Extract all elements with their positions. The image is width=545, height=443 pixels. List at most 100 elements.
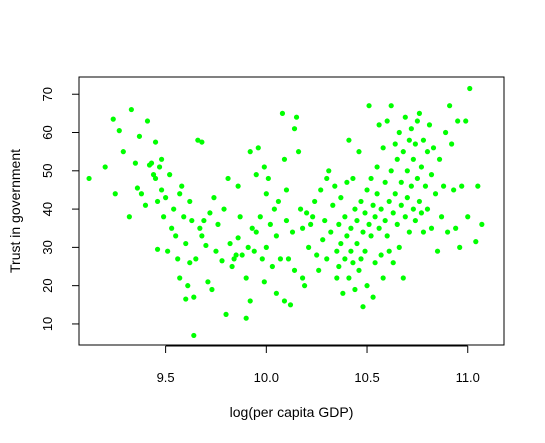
y-tick-label: 70 (40, 87, 55, 101)
x-tick-label: 10.5 (354, 370, 379, 385)
data-point (400, 149, 406, 155)
data-point (213, 248, 219, 254)
data-point (263, 191, 269, 197)
y-tick-label: 50 (40, 164, 55, 178)
data-point (406, 229, 412, 235)
data-point (442, 129, 449, 136)
data-point (193, 256, 199, 262)
data-point (185, 283, 191, 289)
x-axis: 9.5 10.0 10.5 11.0 (157, 345, 480, 385)
data-point (158, 156, 165, 162)
data-point (285, 256, 292, 262)
data-point (412, 217, 418, 224)
data-point (136, 133, 143, 139)
data-point (301, 283, 308, 289)
data-point (445, 229, 451, 235)
data-point (332, 183, 338, 189)
data-point (261, 164, 267, 170)
data-point (330, 202, 336, 208)
data-point (279, 110, 286, 116)
data-point (457, 244, 463, 250)
y-tick-label: 10 (40, 317, 55, 331)
data-point (342, 214, 348, 220)
data-point (475, 183, 481, 189)
data-point (451, 187, 457, 193)
data-point (390, 260, 396, 266)
data-point (432, 191, 439, 197)
data-point (378, 252, 384, 258)
data-point (239, 252, 245, 258)
data-point (219, 258, 225, 264)
data-point (422, 183, 429, 189)
data-point (211, 195, 217, 201)
data-point (418, 210, 425, 216)
data-point (187, 198, 193, 205)
data-point (110, 116, 116, 122)
data-point (368, 175, 374, 182)
data-point (175, 256, 181, 262)
y-axis-title: Trust in government (7, 149, 23, 273)
data-point (243, 275, 249, 281)
data-point (376, 122, 382, 128)
y-axis: 10 20 30 40 50 60 70 (40, 87, 80, 331)
data-point (366, 103, 372, 109)
data-point (390, 210, 396, 216)
data-point (205, 279, 211, 285)
data-point (265, 175, 271, 182)
data-point (402, 214, 408, 220)
data-point (281, 298, 288, 304)
data-point (426, 122, 433, 128)
data-point (318, 187, 324, 193)
data-point (374, 191, 380, 197)
data-point (364, 187, 370, 193)
data-point (134, 185, 141, 191)
data-point (163, 195, 169, 201)
data-point (259, 256, 265, 262)
data-point (380, 145, 386, 151)
data-point (380, 275, 386, 281)
data-point (384, 118, 390, 124)
data-point (291, 267, 298, 273)
data-point (348, 225, 354, 231)
data-point (324, 256, 330, 262)
data-point (271, 206, 277, 212)
data-point (354, 240, 360, 247)
data-point (412, 141, 418, 147)
data-point (181, 214, 187, 220)
data-point (102, 164, 108, 170)
data-point (334, 248, 340, 254)
data-point (112, 191, 118, 197)
data-point (348, 248, 354, 254)
data-point (267, 221, 273, 227)
data-point (144, 118, 151, 124)
data-point (273, 233, 279, 239)
data-point (410, 156, 416, 162)
data-point (382, 179, 388, 185)
data-point (289, 229, 296, 235)
data-point (247, 298, 253, 304)
data-point (177, 275, 183, 281)
data-point (392, 141, 398, 147)
data-point (187, 260, 193, 266)
data-point (382, 217, 388, 224)
data-point (86, 175, 92, 182)
data-point (400, 275, 406, 281)
data-point (352, 206, 358, 212)
data-point (356, 267, 362, 273)
data-point (263, 244, 269, 250)
data-point (152, 139, 159, 145)
data-point (195, 137, 201, 143)
data-point (299, 275, 306, 281)
data-point (428, 225, 435, 231)
data-point (352, 286, 358, 293)
data-point (414, 118, 420, 124)
data-point (430, 145, 437, 151)
data-point (225, 175, 231, 182)
data-point (173, 233, 179, 239)
data-point (360, 304, 366, 310)
data-point (128, 106, 134, 113)
data-point (388, 103, 394, 109)
data-point (138, 191, 145, 197)
data-point (406, 137, 412, 143)
data-point (350, 175, 356, 182)
